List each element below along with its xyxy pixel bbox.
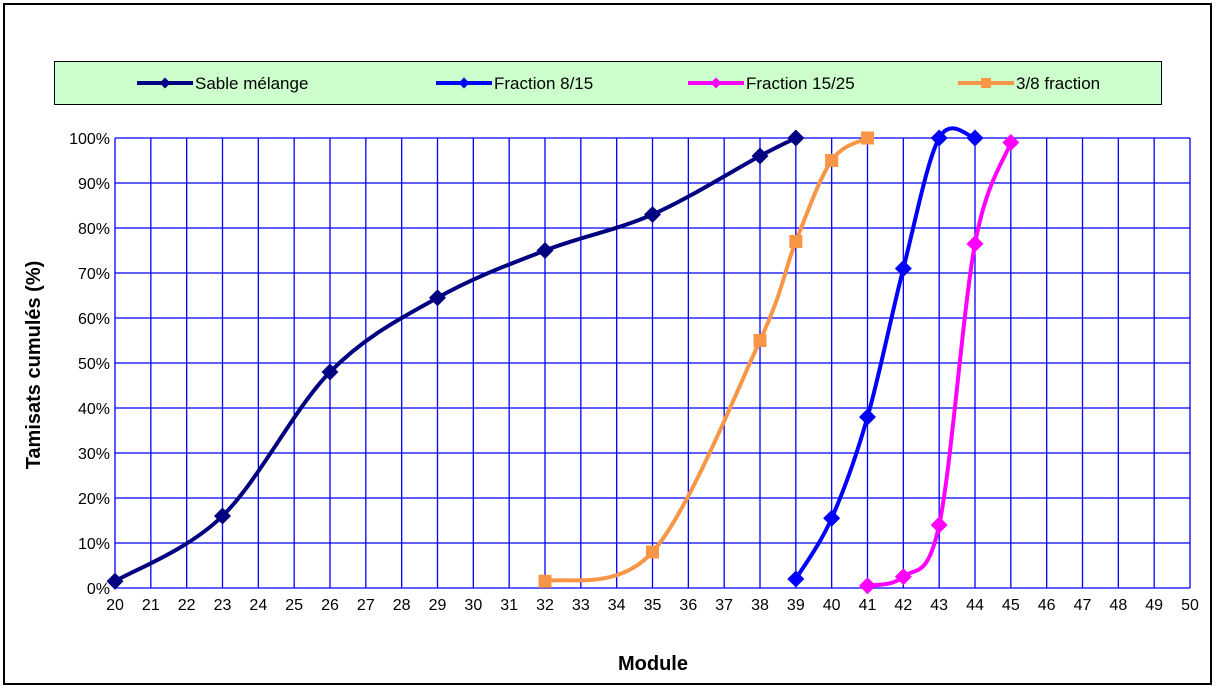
series-line	[794, 126, 976, 581]
legend-entry-sable-melange: Sable mélange	[137, 74, 308, 93]
data-point	[214, 507, 231, 525]
data-point	[789, 235, 803, 248]
y-tick-label: 10%	[78, 536, 110, 553]
x-axis-label: Module	[618, 653, 688, 675]
x-tick-label: 41	[859, 597, 877, 614]
legend-swatch-marker	[710, 77, 722, 89]
x-tick-label: 23	[214, 597, 232, 614]
legend-label: 3/8 fraction	[1016, 74, 1100, 93]
data-point	[894, 568, 912, 586]
x-tick-label: 36	[679, 597, 697, 614]
x-tick-label: 33	[572, 597, 590, 614]
x-tick-label: 26	[321, 597, 339, 614]
x-tick-label: 21	[142, 597, 160, 614]
data-point	[966, 129, 984, 147]
legend-entry-fraction-8-15: Fraction 8/15	[436, 74, 593, 93]
data-point	[646, 545, 659, 559]
x-tick-label: 22	[178, 597, 196, 614]
tick-labels: 20 21 22 23 24 25 26 27 28 29 30 31 32 33 34 35 36 37 38 39…	[69, 131, 1199, 614]
x-tick-label: 34	[608, 597, 626, 614]
series-fraction-15-25	[859, 134, 1020, 595]
data-point	[825, 154, 839, 167]
data-point	[753, 334, 767, 347]
x-tick-label: 38	[751, 597, 769, 614]
data-point	[930, 516, 948, 534]
data-point	[321, 363, 339, 381]
x-tick-label: 48	[1109, 597, 1127, 614]
data-point	[859, 577, 876, 595]
legend-swatch-marker	[159, 77, 171, 89]
legend-label: Fraction 15/25	[746, 74, 855, 93]
data-point	[861, 131, 874, 145]
y-tick-label: 60%	[78, 311, 110, 328]
data-point	[644, 206, 661, 223]
data-point	[787, 129, 805, 147]
grid	[114, 137, 1191, 589]
x-tick-label: 44	[966, 597, 984, 614]
x-tick-label: 47	[1074, 597, 1092, 614]
y-tick-label: 20%	[78, 491, 110, 508]
x-tick-label: 35	[644, 597, 662, 614]
data-point	[751, 147, 769, 165]
series-fraction-8-15	[787, 126, 984, 588]
x-tick-label: 50	[1181, 597, 1199, 614]
data-point	[536, 242, 554, 259]
x-tick-label: 40	[823, 597, 841, 614]
x-tick-label: 20	[106, 597, 124, 614]
x-tick-label: 27	[357, 597, 375, 614]
x-tick-label: 28	[393, 597, 411, 614]
x-tick-label: 31	[500, 597, 518, 614]
series-sable-melange	[106, 129, 805, 590]
legend-entries: Sable mélange Fraction 8/15 Fraction 15/25…	[137, 74, 1100, 93]
data-point	[106, 572, 124, 590]
series-line	[544, 136, 869, 584]
data-point	[823, 509, 841, 527]
series-3-8-fraction	[538, 131, 874, 588]
y-tick-label: 100%	[69, 131, 110, 148]
y-tick-label: 0%	[87, 581, 110, 598]
x-tick-label: 39	[787, 597, 805, 614]
legend-label: Sable mélange	[195, 74, 308, 93]
x-tick-label: 24	[249, 597, 267, 614]
legend-entry-fraction-15-25: Fraction 15/25	[688, 74, 855, 93]
y-tick-label: 70%	[78, 266, 110, 283]
x-tick-label: 46	[1038, 597, 1056, 614]
x-tick-label: 45	[1002, 597, 1020, 614]
legend-swatch-marker	[458, 77, 470, 89]
y-tick-label: 40%	[78, 401, 110, 418]
x-tick-label: 49	[1145, 597, 1163, 614]
x-tick-label: 32	[536, 597, 554, 614]
x-tick-label: 29	[429, 597, 447, 614]
legend-entry-3-8-fraction: 3/8 fraction	[958, 74, 1100, 93]
data-point	[894, 260, 912, 277]
x-tick-label: 43	[930, 597, 948, 614]
series-line	[113, 136, 797, 583]
y-tick-label: 80%	[78, 221, 110, 238]
data-point	[538, 574, 552, 588]
data-point	[966, 235, 984, 253]
x-tick-label: 42	[894, 597, 912, 614]
data-point	[429, 289, 446, 307]
legend-label: Fraction 8/15	[494, 74, 593, 93]
x-tick-label: 30	[464, 597, 482, 614]
y-tick-label: 90%	[78, 176, 110, 193]
y-tick-label: 50%	[78, 356, 110, 373]
series	[106, 126, 1020, 595]
legend-swatch-marker	[981, 78, 991, 88]
y-axis-label: Tamisats cumulés (%)	[23, 261, 45, 470]
data-point	[1002, 134, 1020, 151]
data-point	[859, 408, 876, 426]
data-point	[787, 570, 805, 588]
x-tick-label: 25	[285, 597, 303, 614]
y-tick-label: 30%	[78, 446, 110, 463]
x-tick-label: 37	[715, 597, 733, 614]
data-point	[930, 129, 948, 147]
